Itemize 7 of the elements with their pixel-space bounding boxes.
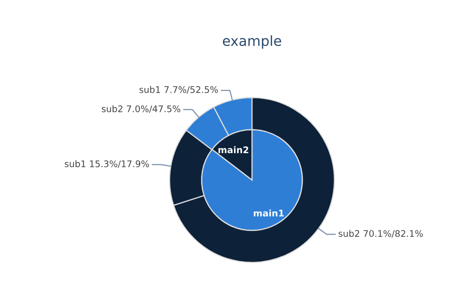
category-label: sub2 70.1%/82.1% [338,230,423,238]
slice-label: main2 [218,146,248,154]
category-label: sub1 15.3%/17.9% [64,160,149,168]
slice-label: main1 [254,210,284,217]
chart-title: example [222,35,282,49]
category-label: sub2 7.0%/47.5% [102,105,180,113]
category-label: sub1 7.7%/52.5% [139,86,218,94]
